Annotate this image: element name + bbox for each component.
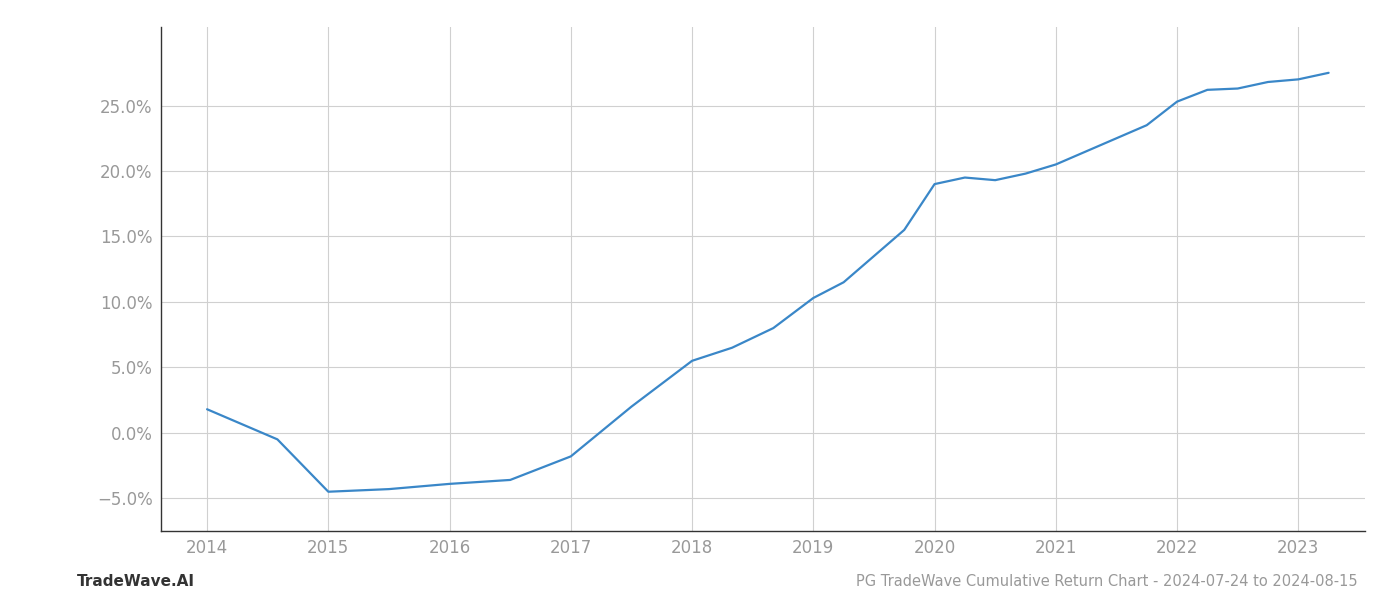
Text: TradeWave.AI: TradeWave.AI bbox=[77, 574, 195, 589]
Text: PG TradeWave Cumulative Return Chart - 2024-07-24 to 2024-08-15: PG TradeWave Cumulative Return Chart - 2… bbox=[857, 574, 1358, 589]
